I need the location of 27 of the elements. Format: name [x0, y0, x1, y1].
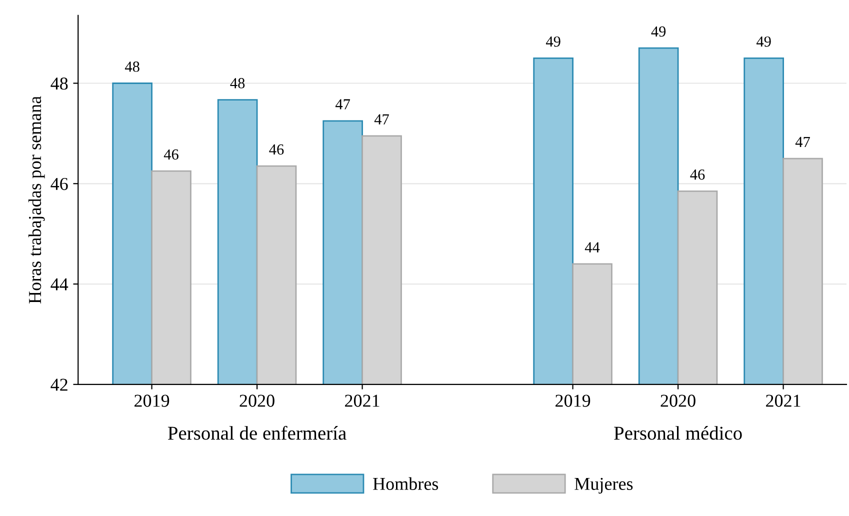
- data-label: 47: [795, 136, 810, 147]
- y-tick-label: 42: [50, 378, 68, 391]
- data-label: 46: [269, 144, 284, 155]
- x-tick-label: 2020: [240, 394, 274, 407]
- data-label: 49: [546, 36, 560, 47]
- legend-label: Mujeres: [574, 478, 633, 494]
- x-tick-label: 2019: [134, 394, 170, 407]
- x-tick-label: 2021: [766, 394, 800, 407]
- data-label: 47: [335, 99, 350, 110]
- data-label: 48: [124, 62, 140, 72]
- data-label: 48: [230, 78, 245, 88]
- legend-label: Hombres: [373, 477, 438, 490]
- data-label: 44: [584, 242, 600, 252]
- x-tick-label: 2021: [345, 394, 380, 407]
- data-label: 46: [164, 149, 178, 160]
- data-label: 46: [690, 169, 705, 180]
- y-tick-label: 44: [50, 278, 68, 290]
- text: Personal de enfermería: [168, 426, 346, 440]
- text: Personal médico: [614, 426, 742, 440]
- y-tick-label: 46: [50, 178, 68, 190]
- data-label: 49: [756, 36, 771, 47]
- x-tick-label: 2020: [660, 394, 696, 407]
- data-label: 47: [374, 114, 389, 124]
- y-tick-label: 48: [50, 78, 68, 90]
- data-label: 49: [651, 26, 666, 37]
- y-axis-title: Horas trabajadas por semana: [28, 96, 45, 304]
- x-tick-label: 2019: [556, 394, 590, 407]
